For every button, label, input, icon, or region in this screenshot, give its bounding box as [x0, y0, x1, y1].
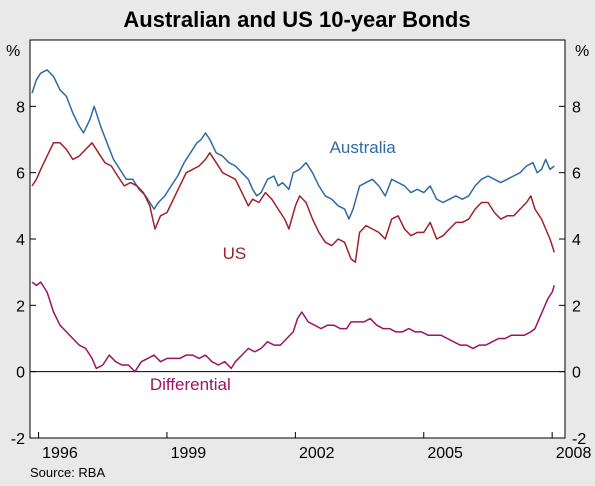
series-group: [31, 69, 556, 373]
chart-title: Australian and US 10-year Bonds: [123, 7, 470, 32]
source-note: Source: RBA: [30, 465, 105, 480]
right-unit-label: %: [575, 43, 589, 60]
y-tick-label-right: 8: [572, 99, 581, 116]
series-label-australia: Australia: [330, 138, 397, 157]
y-tick-label-left: 2: [16, 298, 25, 315]
x-tick-label: 2008: [556, 445, 592, 462]
y-tick-label-right: 2: [572, 298, 581, 315]
x-tick-label: 1999: [171, 445, 207, 462]
series-line-us: [31, 142, 556, 263]
left-axis-ticks: -2 0 2 4 6 8: [11, 99, 36, 448]
x-axis-ticks: 1996 1999 2002 2005 2008: [38, 432, 592, 462]
y-tick-label-right: -2: [572, 431, 586, 448]
series-label-us: US: [223, 244, 247, 263]
x-tick-label: 1996: [42, 445, 78, 462]
x-tick-label: 2002: [299, 445, 335, 462]
left-unit-label: %: [6, 43, 20, 60]
y-tick-label-right: 6: [572, 166, 581, 183]
y-tick-label-right: 4: [572, 232, 581, 249]
y-tick-label-left: -2: [11, 431, 25, 448]
y-tick-label-left: 4: [16, 232, 25, 249]
series-label-differential: Differential: [150, 375, 231, 394]
y-tick-label-left: 0: [16, 365, 25, 382]
plot-area: [29, 39, 566, 439]
series-labels: Australia US Differential: [150, 138, 396, 394]
series-line-differential: [31, 281, 556, 373]
x-tick-label: 2005: [427, 445, 463, 462]
series-line-australia: [31, 69, 555, 220]
y-tick-label-left: 8: [16, 99, 25, 116]
y-tick-label-right: 0: [572, 365, 581, 382]
y-tick-label-left: 6: [16, 166, 25, 183]
